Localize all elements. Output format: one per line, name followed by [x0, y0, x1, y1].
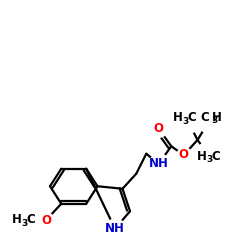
Text: NH: NH — [105, 222, 125, 235]
Text: H: H — [174, 111, 183, 124]
Text: O: O — [154, 122, 164, 135]
Text: C: C — [188, 111, 196, 124]
Text: H: H — [212, 111, 222, 124]
Text: C: C — [26, 213, 35, 226]
Text: 3: 3 — [182, 116, 189, 126]
Text: C: C — [200, 111, 209, 124]
Text: 3: 3 — [206, 155, 212, 164]
Text: 3: 3 — [212, 116, 218, 125]
Text: H: H — [12, 213, 22, 226]
Text: O: O — [179, 148, 189, 162]
Text: O: O — [41, 214, 51, 226]
Text: 3: 3 — [22, 219, 28, 228]
Text: H: H — [197, 150, 207, 162]
Text: C: C — [212, 150, 220, 162]
Text: NH: NH — [149, 157, 169, 170]
